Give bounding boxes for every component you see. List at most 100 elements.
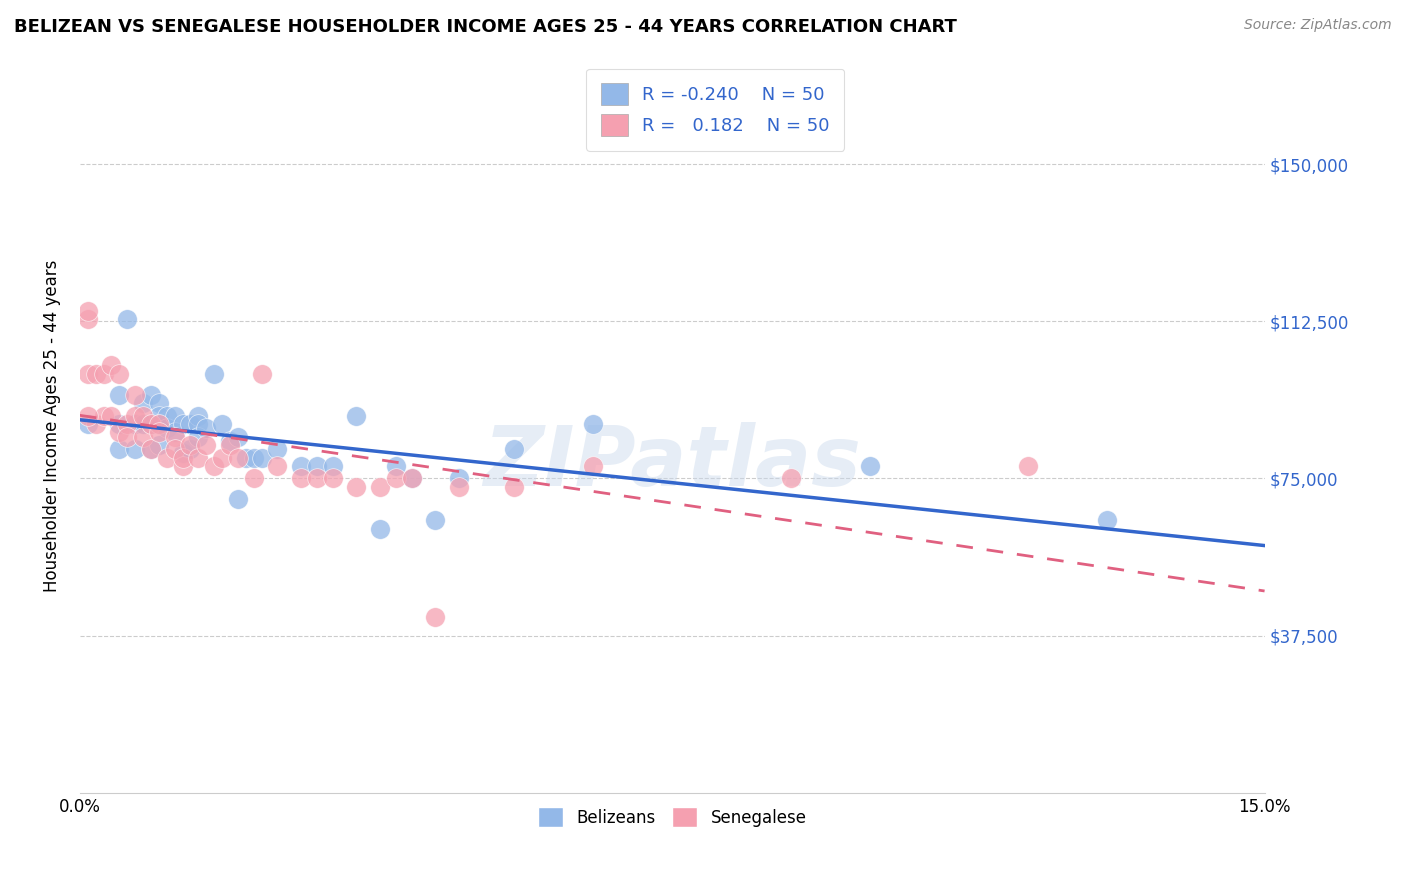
Point: [76, 367, 98, 381]
Point: [124, 388, 146, 402]
Text: BELIZEAN VS SENEGALESE HOUSEHOLDER INCOME AGES 25 - 44 YEARS CORRELATION CHART: BELIZEAN VS SENEGALESE HOUSEHOLDER INCOM…: [14, 18, 957, 36]
Point: [148, 417, 170, 431]
Point: [250, 367, 273, 381]
Point: [344, 480, 367, 494]
Point: [859, 458, 882, 473]
Point: [187, 417, 209, 431]
Point: [117, 429, 139, 443]
Point: [84, 417, 107, 431]
Point: [172, 450, 194, 465]
Point: [108, 442, 131, 457]
Point: [179, 442, 201, 457]
Point: [344, 409, 367, 423]
Point: [385, 471, 408, 485]
Point: [195, 421, 218, 435]
Point: [132, 409, 155, 423]
Legend: Belizeans, Senegalese: Belizeans, Senegalese: [530, 798, 815, 836]
Point: [425, 609, 447, 624]
Point: [76, 409, 98, 423]
Point: [100, 409, 122, 423]
Point: [322, 458, 344, 473]
Point: [93, 367, 115, 381]
Point: [172, 458, 194, 473]
Point: [368, 522, 391, 536]
Point: [139, 442, 162, 457]
Point: [202, 458, 225, 473]
Point: [124, 409, 146, 423]
Point: [148, 409, 170, 423]
Point: [156, 409, 179, 423]
Point: [235, 450, 257, 465]
Point: [266, 458, 288, 473]
Point: [172, 446, 194, 460]
Point: [76, 312, 98, 326]
Point: [163, 409, 186, 423]
Point: [1017, 458, 1039, 473]
Point: [139, 417, 162, 431]
Point: [447, 480, 470, 494]
Point: [108, 367, 131, 381]
Point: [187, 409, 209, 423]
Point: [156, 421, 179, 435]
Point: [219, 438, 242, 452]
Text: ZIPatlas: ZIPatlas: [484, 422, 860, 503]
Point: [425, 513, 447, 527]
Point: [172, 417, 194, 431]
Point: [368, 480, 391, 494]
Text: Source: ZipAtlas.com: Source: ZipAtlas.com: [1244, 18, 1392, 32]
Point: [401, 471, 423, 485]
Point: [108, 425, 131, 440]
Point: [132, 417, 155, 431]
Point: [305, 458, 328, 473]
Point: [139, 442, 162, 457]
Point: [156, 450, 179, 465]
Point: [1095, 513, 1118, 527]
Point: [582, 458, 605, 473]
Point: [132, 429, 155, 443]
Point: [148, 438, 170, 452]
Point: [779, 471, 801, 485]
Point: [290, 458, 312, 473]
Point: [503, 442, 526, 457]
Point: [139, 388, 162, 402]
Point: [582, 417, 605, 431]
Point: [385, 458, 408, 473]
Point: [93, 409, 115, 423]
Point: [179, 417, 201, 431]
Point: [447, 471, 470, 485]
Point: [503, 480, 526, 494]
Point: [242, 471, 264, 485]
Y-axis label: Householder Income Ages 25 - 44 years: Householder Income Ages 25 - 44 years: [44, 260, 60, 592]
Point: [187, 429, 209, 443]
Point: [148, 396, 170, 410]
Point: [117, 312, 139, 326]
Point: [211, 450, 233, 465]
Point: [322, 471, 344, 485]
Point: [305, 471, 328, 485]
Point: [226, 450, 249, 465]
Point: [226, 492, 249, 507]
Point: [139, 417, 162, 431]
Point: [211, 417, 233, 431]
Point: [179, 438, 201, 452]
Point: [148, 425, 170, 440]
Point: [100, 359, 122, 373]
Point: [76, 304, 98, 318]
Point: [76, 417, 98, 431]
Point: [242, 450, 264, 465]
Point: [108, 417, 131, 431]
Point: [132, 396, 155, 410]
Point: [266, 442, 288, 457]
Point: [219, 434, 242, 448]
Point: [226, 429, 249, 443]
Point: [117, 417, 139, 431]
Point: [163, 442, 186, 457]
Point: [401, 471, 423, 485]
Point: [124, 417, 146, 431]
Point: [290, 471, 312, 485]
Point: [108, 388, 131, 402]
Point: [163, 425, 186, 440]
Point: [148, 417, 170, 431]
Point: [195, 438, 218, 452]
Point: [84, 367, 107, 381]
